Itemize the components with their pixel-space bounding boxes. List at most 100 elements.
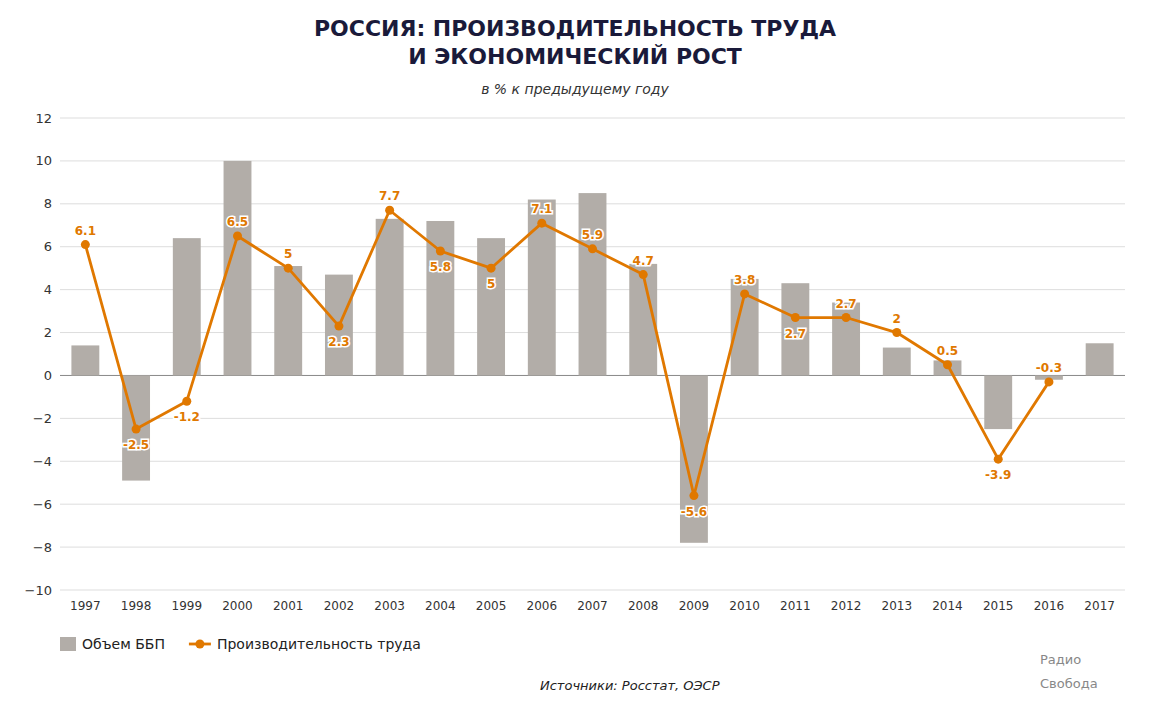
y-tick-label: 8 [44, 196, 52, 211]
x-tick-label: 1999 [172, 599, 203, 613]
x-tick-label: 2013 [882, 599, 913, 613]
data-label: 5 [487, 277, 495, 291]
marker [487, 264, 496, 273]
legend-swatch [195, 640, 204, 649]
grid [60, 118, 1125, 590]
x-tick-label: 2001 [273, 599, 304, 613]
x-tick-label: 2003 [374, 599, 405, 613]
data-label: 4.7 [633, 254, 654, 268]
marker [943, 360, 952, 369]
bar [173, 238, 201, 375]
grid-line [60, 461, 1125, 462]
marker [994, 455, 1003, 464]
marker [537, 219, 546, 228]
marker [81, 240, 90, 249]
data-label: 7.7 [379, 189, 400, 203]
x-tick-label: 2008 [628, 599, 659, 613]
x-tick-label: 2002 [324, 599, 355, 613]
data-label: 2.3 [328, 335, 349, 349]
plot-area [71, 161, 1113, 543]
marker [284, 264, 293, 273]
line [85, 210, 1049, 495]
bar [579, 193, 607, 375]
marker [182, 397, 191, 406]
data-label: 6.5 [227, 215, 248, 229]
data-label: -2.5 [123, 438, 149, 452]
data-label: 5 [284, 247, 292, 261]
marker [842, 313, 851, 322]
marker [791, 313, 800, 322]
data-label: 2 [893, 312, 901, 326]
x-tick-label: 2009 [679, 599, 710, 613]
bar [71, 345, 99, 375]
y-tick-label: −2 [33, 411, 52, 426]
y-tick-label: −4 [33, 454, 52, 469]
x-tick-label: 2017 [1084, 599, 1115, 613]
bar [528, 200, 556, 376]
marker [233, 232, 242, 241]
legend: Объем ББП Производительность труда [60, 636, 421, 652]
bar [984, 375, 1012, 429]
legend-label: Производительность труда [217, 636, 421, 652]
data-label: 5.9 [582, 228, 603, 242]
source: Источники: Росстат, ОЭСР [540, 678, 720, 693]
x-tick-label: 2005 [476, 599, 507, 613]
marker [892, 328, 901, 337]
marker [740, 289, 749, 298]
x-tick-label: 2015 [983, 599, 1014, 613]
data-label: 0.5 [937, 344, 958, 358]
data-label: 2.7 [785, 327, 806, 341]
x-tick-label: 1998 [121, 599, 152, 613]
data-label: -3.9 [985, 468, 1011, 482]
marker [334, 322, 343, 331]
x-tick-label: 2006 [527, 599, 558, 613]
annotation: Радио [1040, 652, 1081, 667]
x-tick-label: 2011 [780, 599, 811, 613]
x-tick-label: 1997 [70, 599, 101, 613]
marker [588, 244, 597, 253]
y-tick-label: 10 [35, 153, 52, 168]
x-tick-label: 2000 [222, 599, 253, 613]
bar [274, 266, 302, 375]
subtitle: в % к предыдущему году [481, 81, 669, 97]
y-tick-label: 4 [44, 282, 52, 297]
y-tick-label: 12 [35, 111, 52, 126]
x-tick-label: 2004 [425, 599, 456, 613]
bar [325, 275, 353, 376]
bar [781, 283, 809, 375]
x-tick-label: 2014 [932, 599, 963, 613]
marker [1044, 377, 1053, 386]
data-labels: 6.1-2.5-1.26.552.37.75.857.15.94.7-5.63.… [75, 189, 1062, 518]
grid-line [60, 160, 1125, 161]
y-tick-label: 0 [44, 368, 52, 383]
marker [436, 247, 445, 256]
grid-line [60, 118, 1125, 119]
x-tick-label: 2012 [831, 599, 862, 613]
bar [1086, 343, 1114, 375]
data-label: 2.7 [835, 297, 856, 311]
x-tick-label: 2016 [1034, 599, 1065, 613]
chart: РОССИЯ: ПРОИЗВОДИТЕЛЬНОСТЬ ТРУДА И ЭКОНОМ… [0, 0, 1150, 718]
data-label: 6.1 [75, 224, 96, 238]
legend-label: Объем ББП [82, 636, 165, 652]
data-label: -5.6 [681, 505, 707, 519]
data-label: -0.3 [1036, 361, 1062, 375]
marker [639, 270, 648, 279]
y-tick-label: −8 [33, 540, 52, 555]
y-tick-label: 6 [44, 239, 52, 254]
grid-line [60, 504, 1125, 505]
data-label: -1.2 [174, 410, 200, 424]
bar [832, 303, 860, 376]
y-tick-label: 2 [44, 325, 52, 340]
annotation: Свобода [1040, 676, 1098, 691]
y-tick-label: −6 [33, 497, 52, 512]
marker [132, 425, 141, 434]
legend-swatch [60, 637, 76, 651]
title: РОССИЯ: ПРОИЗВОДИТЕЛЬНОСТЬ ТРУДА [314, 16, 836, 41]
grid-line [60, 418, 1125, 419]
grid-line [60, 590, 1125, 591]
bar [883, 348, 911, 376]
bar [376, 219, 404, 376]
title: И ЭКОНОМИЧЕСКИЙ РОСТ [408, 44, 742, 69]
x-tick-label: 2007 [577, 599, 608, 613]
